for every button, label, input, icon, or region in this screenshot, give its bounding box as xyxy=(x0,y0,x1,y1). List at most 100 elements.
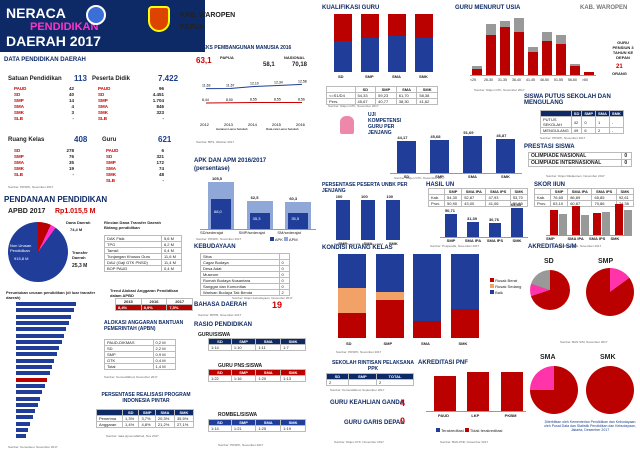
ruang-row-label: SLB xyxy=(14,172,23,177)
ruang-rows: SD 278 SMP 76 SMA 35 SMK 19 SLB - xyxy=(14,148,74,178)
peruntukan-bar xyxy=(16,377,48,382)
ruang-row-value: 278 xyxy=(66,148,74,153)
peruntukan-bar xyxy=(16,333,64,338)
rasio-2-cell: 1:13 xyxy=(280,375,306,382)
kondisi-cat: SMP xyxy=(383,341,393,346)
usia-bar-grey xyxy=(556,35,566,44)
ruang-row: SMP 76 xyxy=(14,154,74,160)
satuan-rows: PAUD 42 SD 40 SMP 14 SMA 4 SMK 3 SLB - xyxy=(14,86,74,122)
uk-title: UJI KOMPETENSI GURU PER JENJANG xyxy=(368,112,402,136)
satuan-row-label: SMK xyxy=(14,110,24,115)
uk-bar xyxy=(397,141,416,173)
kondisi-legend: Rusak Berat Rusak Sedang Baik xyxy=(490,278,521,296)
kebudayaan-row: Warisan Budaya Tak Benda 2 xyxy=(200,289,290,296)
bahasa-title: BAHASA DAERAH xyxy=(194,302,247,308)
kondisi-bar xyxy=(450,308,479,338)
peruntukan-bar xyxy=(16,352,57,357)
hasil-un-value: 63,43 xyxy=(510,201,521,207)
ipm-source: Sumber: BPS, Oktober 2017 xyxy=(196,140,235,144)
apm-bar xyxy=(288,213,309,229)
data-pendidikan-source: Sumber: PDSPK, November 2017 xyxy=(8,185,54,189)
hasil-un-cat: SMP xyxy=(446,238,456,243)
kondisi-bar xyxy=(413,321,441,338)
satuan-row-value: 40 xyxy=(68,92,74,97)
rasio-table-1: SD SMP SMA SMK 1:14 1:10 1:11 1:7 xyxy=(208,338,306,351)
guru-row-label: SLB xyxy=(106,178,115,183)
ruang-row: SMA 35 xyxy=(14,160,74,166)
putus-title: SISWA PUTUS SEKOLAH DAN MENGULANG xyxy=(524,94,611,106)
pip-cell: 1,4% xyxy=(122,421,140,428)
rasio-source: Sumber: PDSPK, November 2017 xyxy=(218,443,264,447)
tren-row: 8,4% 8,9% 7,5% xyxy=(115,304,193,311)
satuan-row: PAUD 42 xyxy=(14,86,74,92)
apk-value: 60,3 xyxy=(289,196,298,202)
apm-value: 68,0 xyxy=(214,208,222,214)
peruntukan-bar xyxy=(16,365,52,369)
kondisi-legend-swatch xyxy=(490,284,494,288)
siswa-row: SMA 846 xyxy=(98,104,164,110)
guru-rows: PAUD 6 SD 321 SMP 172 SMA 74 SMK 48 SLB - xyxy=(106,148,164,184)
usia-bar-red xyxy=(542,40,552,75)
skor-row: Prov. 63,10 60,87 70,86 74,38 xyxy=(533,200,635,207)
usia-bar-grey xyxy=(542,32,552,41)
prestasi-row: OLIMPIADE INTERNASIONAL 0 xyxy=(527,159,632,167)
kebudayaan-cell: Warisan Budaya Tak Benda xyxy=(200,289,280,296)
uk-cat: SMK xyxy=(501,174,510,179)
ruang-row-label: SD xyxy=(14,148,21,153)
ipm-top-line-label: 12,34 xyxy=(274,80,283,84)
putus-cell: 2 xyxy=(595,127,610,134)
ruang-row-label: SMP xyxy=(14,154,24,159)
ipm-bottom-line-label: 8,55 xyxy=(274,98,281,102)
pip-source: Sumber: data.pip.kemdikbud, Nov 2017 xyxy=(106,434,159,438)
pendanaan-source: Sumber: Kemenkeu, November 2017 xyxy=(8,445,58,449)
hasil-un-cell: 50,65 xyxy=(509,200,529,207)
rasio-2-header: SD SMP SMA SMK xyxy=(208,369,306,376)
pnf-cat: PKBM xyxy=(504,413,517,418)
kondisi-bar xyxy=(413,254,441,322)
apk-legend-apm: APM xyxy=(288,237,298,242)
prestasi-cell: 0 xyxy=(621,152,632,160)
siswa-row: SD 4.451 xyxy=(98,92,164,98)
ppk-source: Sumber: Kemendikbud, September 2017 xyxy=(330,388,385,392)
satuan-row-label: SLB xyxy=(14,116,23,121)
ruang-row: SLB - xyxy=(14,172,74,178)
prestasi-row: OLIMPIADE NASIONAL 0 xyxy=(527,152,632,160)
apk-cat: SMP/sederajat xyxy=(238,230,265,235)
kondisi-source: Sumber: PDSPK, November 2017 xyxy=(336,350,382,354)
pip-row: Penerima 1,3% 3,7% 20,3% 35,5% xyxy=(95,415,195,422)
peruntukan-bar xyxy=(16,339,62,344)
unbk-bar xyxy=(386,200,401,240)
putus-cell: - xyxy=(608,127,624,134)
ipm-top-line-label: 12,58 xyxy=(298,79,307,83)
ruang-row-value: - xyxy=(72,172,75,177)
ipm-top-line-label: 11,67 xyxy=(226,83,235,87)
skor-source: Sumber: Puspendik, November 2017 xyxy=(552,244,602,248)
rasio-2-cell: 1:20 xyxy=(255,375,282,382)
guru-row-label: PAUD xyxy=(106,148,119,153)
siswa-label: Peserta Didik xyxy=(92,76,131,82)
kualifikasi-row: Pers. 45,67 40,77 38,30 41,62 xyxy=(326,98,438,105)
prestasi-title: PRESTASI SISWA xyxy=(524,144,575,150)
ipm-bottom-line xyxy=(205,101,303,104)
header-title-1: NERACA xyxy=(6,5,66,21)
peruntukan-bar xyxy=(16,428,28,432)
rasio-2-cell: 1:16 xyxy=(230,375,257,382)
guru-row: PAUD 6 xyxy=(106,148,164,154)
kualifikasi-title: KUALIFIKASI GURU xyxy=(322,5,380,11)
peruntukan-bar xyxy=(16,421,31,426)
hasil-un-source: Sumber: Puspendik, November 2017 xyxy=(430,244,480,248)
tren-title: Trend Alokasi Anggaran Pendidikan dalam … xyxy=(110,288,179,298)
kondisi-legend-swatch xyxy=(490,290,494,294)
siswa-row-value: 846 xyxy=(156,104,164,109)
skor-cell: 70,86 xyxy=(591,200,617,207)
rasio-table-3: SD SMP SMA SMK 1:14 1:21 1:25 1:19 xyxy=(208,419,306,432)
siswa-rows: PAUD 96 SD 4.451 SMP 1.704 SMA 846 SMK 323 SLB - xyxy=(98,86,164,122)
pnf-cat: PAUD xyxy=(438,413,450,418)
usia-bar-red xyxy=(514,32,524,75)
hasil-un-bar xyxy=(510,207,524,237)
pnf-red-bar xyxy=(500,372,523,411)
peruntukan-bar xyxy=(16,390,43,395)
kondisi-legend-swatch xyxy=(490,278,494,282)
siswa-row: SLB - xyxy=(98,116,164,122)
